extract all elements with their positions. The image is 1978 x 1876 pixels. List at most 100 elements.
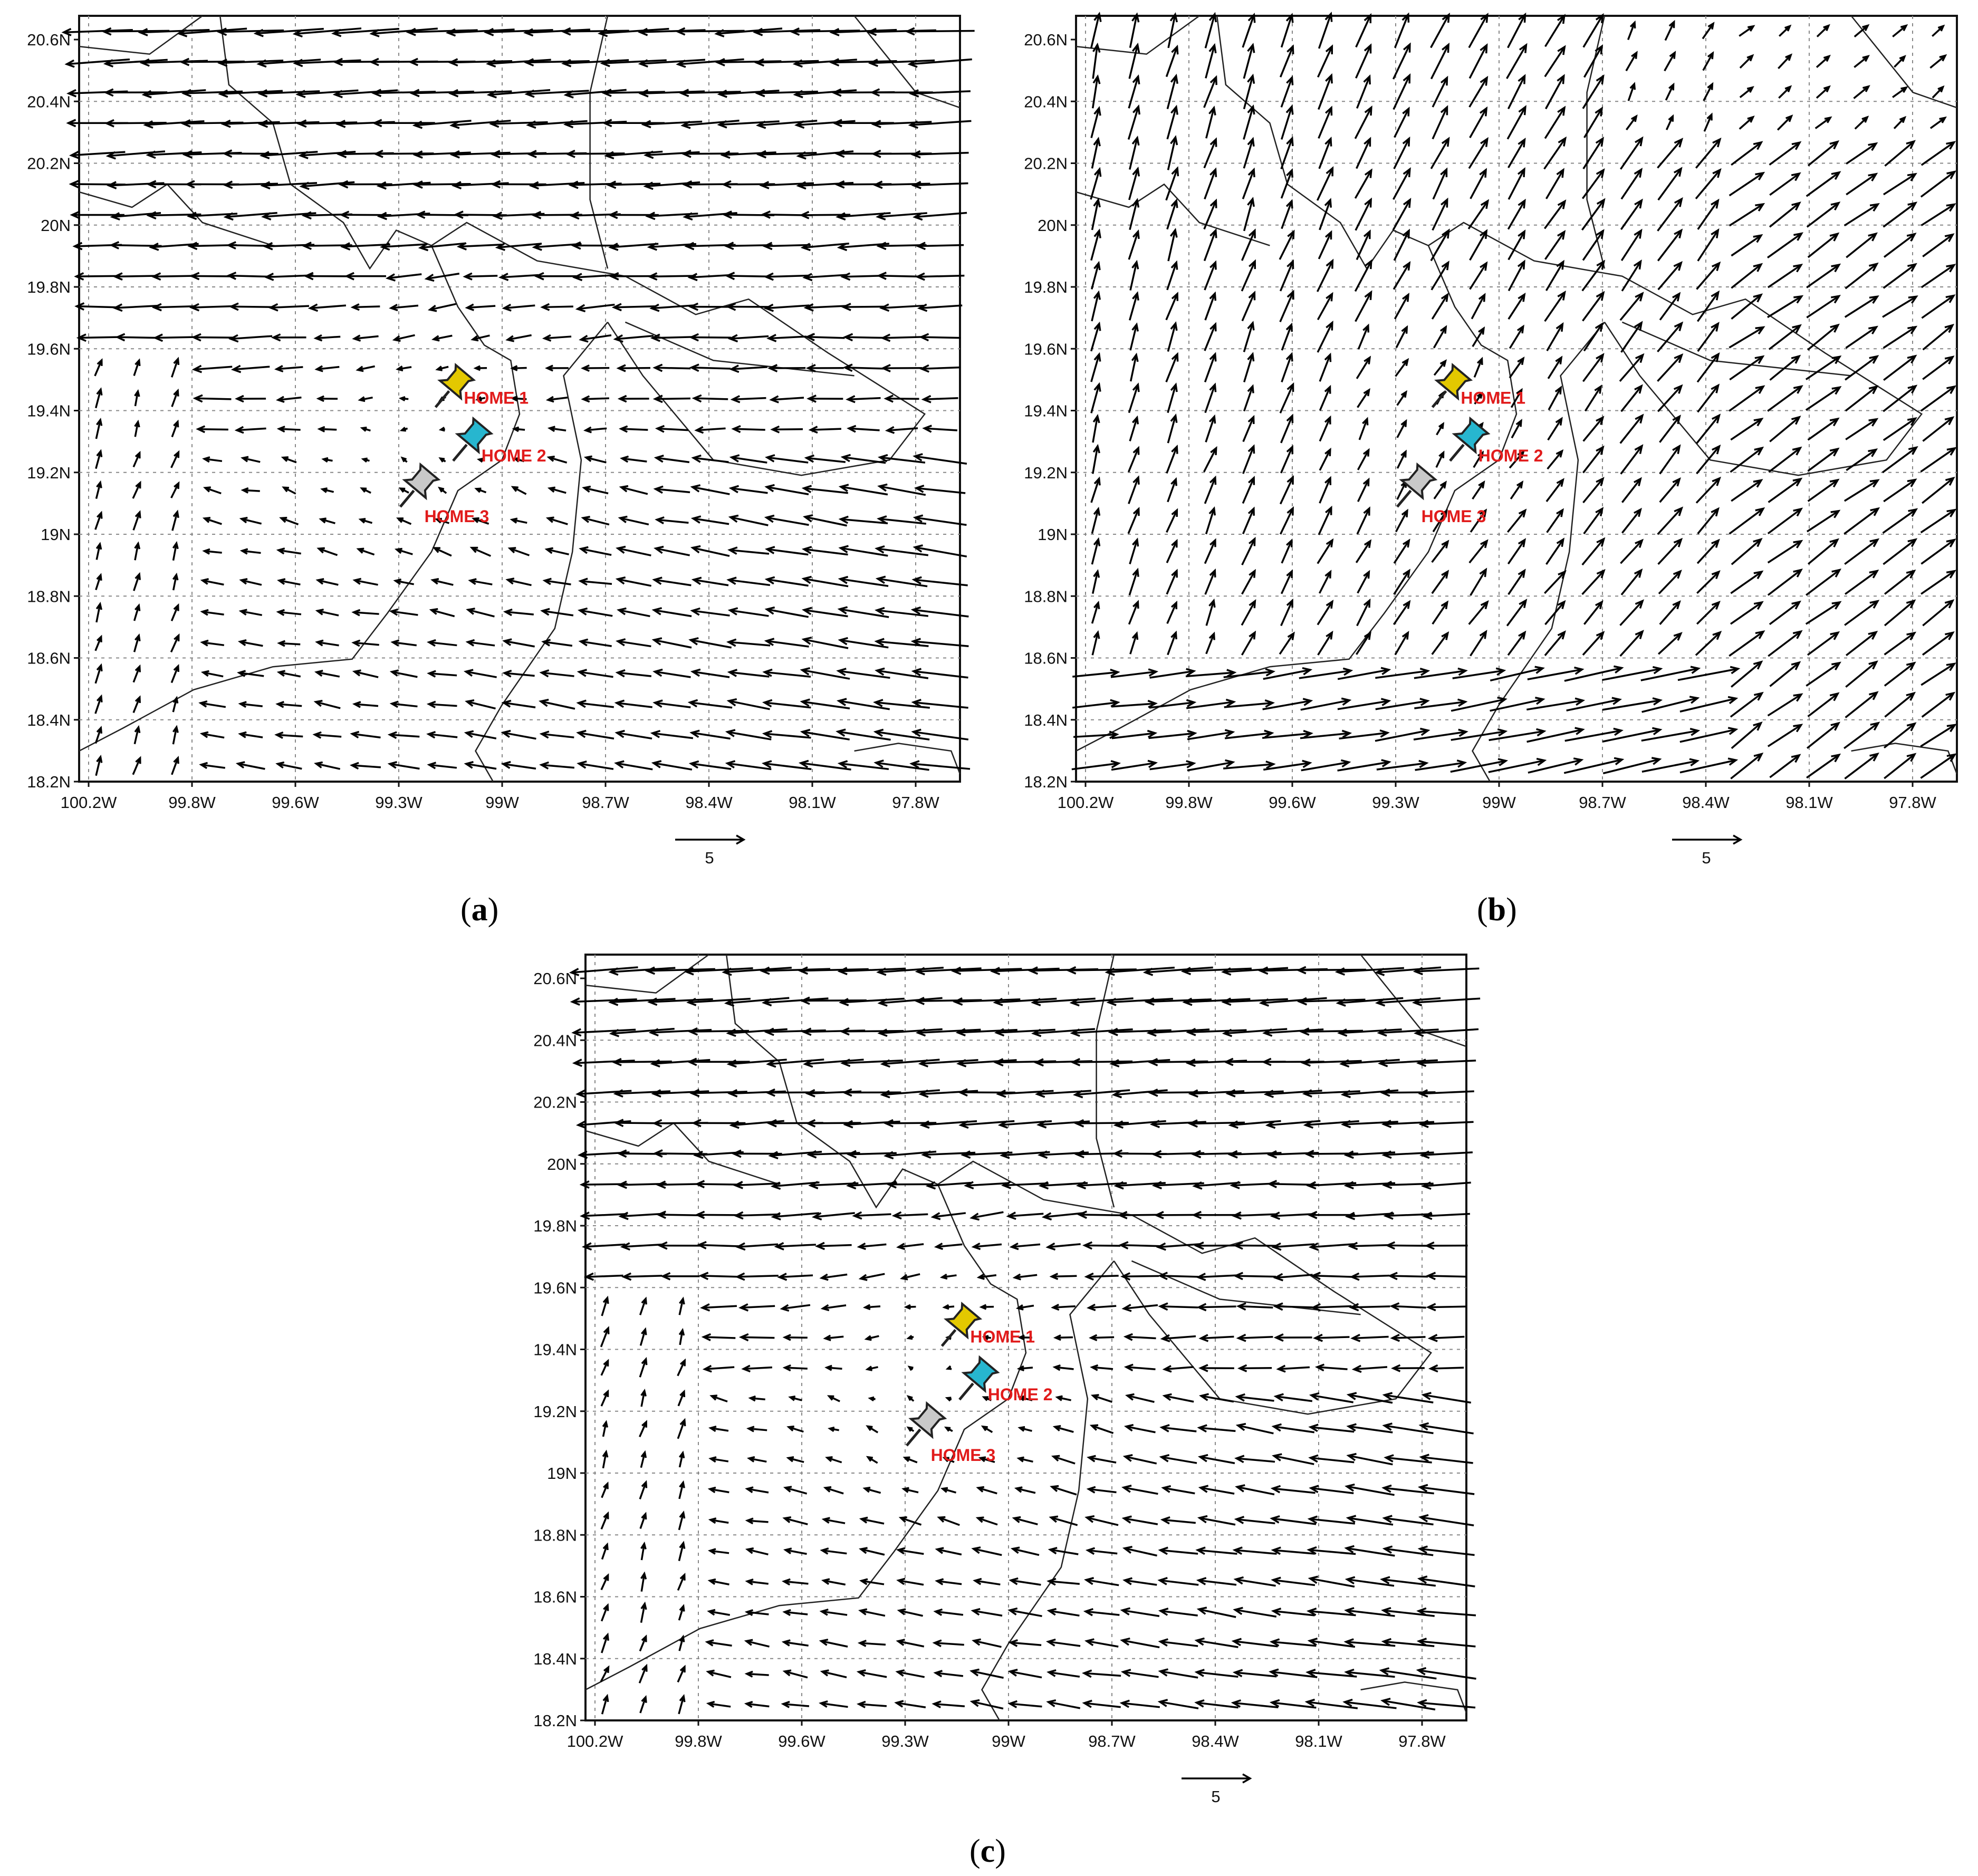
wind-arrow [1180, 967, 1252, 976]
wind-arrow [708, 1456, 729, 1463]
wind-arrow [1436, 421, 1445, 436]
wind-arrow [652, 363, 691, 372]
wind-arrow [1337, 759, 1391, 772]
wind-arrow [956, 1059, 1017, 1067]
wind-arrow [1129, 631, 1139, 655]
wind-arrow [1017, 1334, 1032, 1341]
wind-arrow [360, 426, 371, 432]
wind-arrow [275, 761, 302, 770]
wind-arrow [1432, 508, 1448, 533]
wind-arrow [1111, 759, 1158, 771]
wind-arrow [1730, 752, 1764, 780]
wind-arrow [1337, 1028, 1402, 1037]
wind-arrow [1620, 384, 1643, 412]
wind-arrow [1814, 116, 1832, 129]
wind-arrow [725, 272, 772, 281]
wind-arrow [1806, 569, 1842, 596]
wind-arrow [914, 996, 982, 1005]
wind-arrow [961, 1150, 1013, 1159]
wind-arrow [1768, 446, 1802, 473]
wind-arrow [1526, 697, 1586, 711]
wind-arrow [1279, 259, 1294, 292]
lon-tick-label: 99.6W [1269, 793, 1316, 812]
wind-arrow [332, 89, 398, 99]
wind-arrow [1490, 696, 1545, 712]
wind-arrow [1090, 167, 1102, 200]
wind-arrow [1806, 295, 1841, 319]
wind-arrow [427, 762, 457, 769]
wind-arrow [1417, 1484, 1475, 1495]
wind-arrow [1357, 388, 1370, 408]
wind-arrow [827, 1395, 840, 1402]
wind-arrow [1665, 114, 1674, 130]
wind-arrow [1882, 508, 1918, 534]
wind-arrow [1582, 13, 1604, 48]
wind-arrow [1049, 1273, 1077, 1281]
wind-arrow [1273, 1393, 1313, 1402]
wind-arrow [95, 755, 103, 776]
wind-arrow [1349, 1272, 1390, 1281]
wind-arrow [1091, 137, 1101, 169]
wind-arrow [380, 242, 428, 251]
wind-arrow [677, 1358, 686, 1377]
wind-arrow [738, 1333, 775, 1342]
wind-arrow [1375, 698, 1430, 710]
wind-arrow [1111, 729, 1158, 739]
wind-arrow [763, 272, 810, 281]
wind-arrow [1241, 228, 1256, 261]
wind-arrow [640, 1541, 647, 1561]
wind-arrow [1241, 569, 1256, 595]
wind-arrow [430, 578, 454, 586]
wind-arrow [800, 698, 850, 709]
wind-arrow [491, 180, 546, 189]
wind-arrow [1696, 538, 1720, 564]
wind-arrow [651, 760, 693, 771]
wind-arrow [648, 1028, 712, 1037]
wind-arrow [804, 333, 845, 342]
wind-arrow [898, 1516, 922, 1526]
wind-arrow [1205, 631, 1215, 655]
wind-arrow [171, 419, 179, 438]
wind-arrow [486, 89, 551, 99]
wind-arrow [1619, 630, 1644, 657]
wind-arrow [1657, 197, 1683, 232]
wind-arrow [1231, 1638, 1278, 1648]
wind-arrow [932, 1639, 964, 1648]
wind-arrow [1306, 1608, 1356, 1617]
wind-arrow [645, 966, 715, 975]
pushpin-icon [958, 1355, 1000, 1401]
wind-arrow [953, 997, 1021, 1006]
wind-arrow [804, 454, 846, 463]
wind-arrow [698, 1272, 738, 1281]
wind-vectors [569, 966, 1481, 1715]
wind-arrow [1053, 1334, 1073, 1341]
wind-arrow [1729, 385, 1765, 412]
wind-arrow [688, 760, 732, 770]
wind-arrow [1418, 1089, 1474, 1098]
state-border [1586, 15, 1606, 269]
wind-arrow [578, 607, 613, 617]
wind-arrow [1384, 1454, 1432, 1464]
wind-arrow [1146, 1028, 1210, 1037]
wind-arrow [463, 272, 498, 281]
wind-arrow [678, 1634, 685, 1651]
wind-arrow [198, 700, 226, 708]
wind-arrow [1627, 82, 1636, 101]
lat-tick-label: 19N [41, 525, 71, 544]
wind-arrow [1625, 51, 1638, 72]
wind-arrow [1319, 384, 1331, 411]
wind-arrow [934, 1243, 963, 1250]
wind-arrow [389, 608, 418, 616]
state-border [1216, 15, 1923, 476]
wind-arrow [74, 302, 120, 311]
wind-arrow [1583, 600, 1603, 625]
wind-arrow [1921, 294, 1956, 319]
wind-arrow [1929, 54, 1947, 69]
wind-arrow [1844, 600, 1880, 626]
wind-arrow [1816, 85, 1831, 99]
wind-arrow [802, 514, 847, 527]
wind-arrow [1300, 729, 1352, 739]
wind-arrow [1697, 290, 1720, 322]
wind-arrow [448, 58, 513, 67]
wind-arrow [1345, 1483, 1395, 1496]
